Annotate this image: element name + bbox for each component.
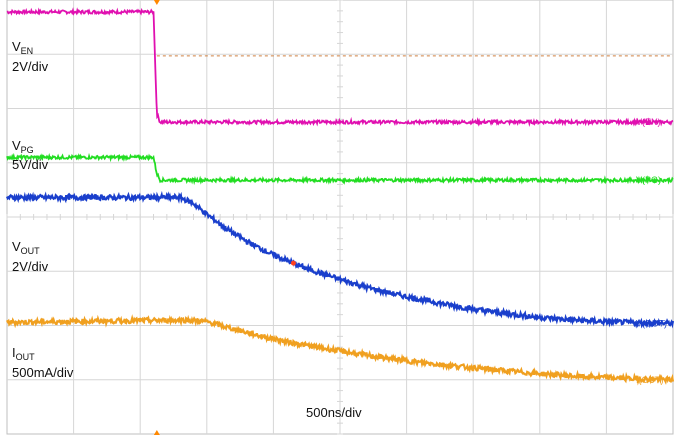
ven-scale: 2V/div — [12, 59, 49, 74]
ven-trace-tag: V(EN) — [636, 117, 661, 127]
iout-trace-tag: I(OUT) — [636, 375, 664, 385]
cursor-marker-icon — [291, 261, 296, 266]
timebase-label: 500ns/div — [306, 405, 362, 420]
vpg-trace-tag: V(PG) — [636, 175, 661, 185]
iout-scale: 500mA/div — [12, 365, 74, 380]
vout-trace-tag: V(OUT) — [636, 318, 667, 328]
vout-scale: 2V/div — [12, 259, 49, 274]
vpg-scale: 5V/div — [12, 157, 49, 172]
